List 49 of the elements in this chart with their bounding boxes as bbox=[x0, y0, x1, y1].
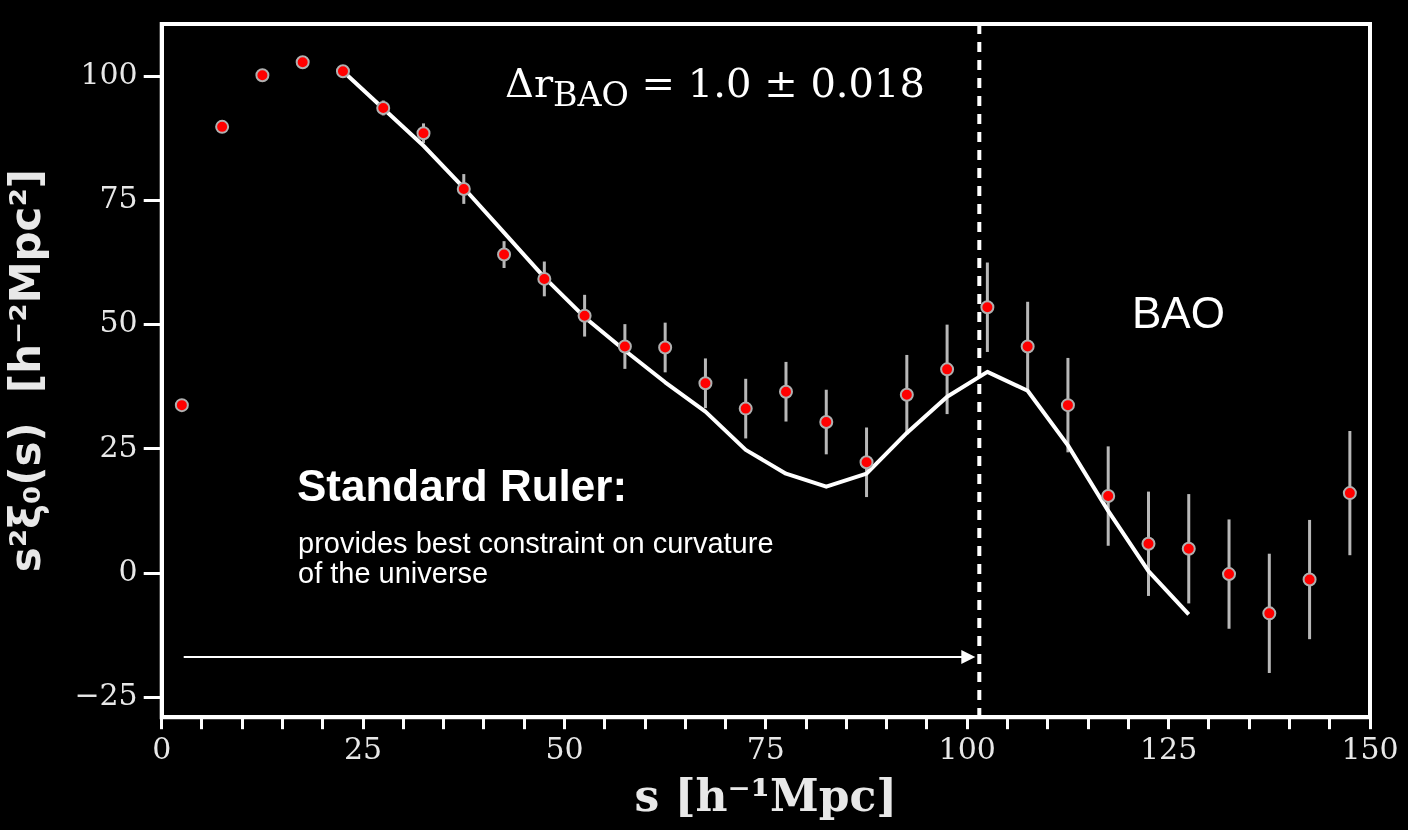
point bbox=[1181, 541, 1196, 556]
point bbox=[698, 376, 713, 391]
point bbox=[658, 340, 673, 355]
point bbox=[778, 384, 793, 399]
point bbox=[1101, 489, 1116, 504]
y-tick-label: −25 bbox=[74, 677, 138, 713]
point bbox=[1060, 398, 1075, 413]
point bbox=[577, 308, 592, 323]
annotation: provides best constraint on curvature of the universe bbox=[298, 527, 774, 590]
annotation: Standard Ruler: bbox=[297, 461, 628, 510]
point bbox=[255, 68, 270, 83]
y-tick-label: 75 bbox=[99, 180, 138, 216]
point bbox=[295, 55, 310, 70]
annotation: Δr$_{BAO}$ = 1.0 ± 0.018 bbox=[505, 60, 925, 114]
x-tick-label: 125 bbox=[1139, 731, 1198, 766]
point bbox=[980, 300, 995, 315]
x-axis-title: s [h⁻¹Mpc] bbox=[634, 770, 898, 822]
point bbox=[416, 126, 431, 141]
x-tick-label: 0 bbox=[152, 731, 172, 766]
point bbox=[899, 387, 914, 402]
point bbox=[497, 247, 512, 262]
point bbox=[819, 415, 834, 430]
point bbox=[617, 339, 632, 354]
point bbox=[859, 455, 874, 470]
point bbox=[738, 401, 753, 416]
point bbox=[376, 100, 391, 115]
y-axis-title: s²ξ₀(s) [h⁻²Mpc²] bbox=[1, 168, 51, 573]
x-tick-label: 50 bbox=[545, 731, 584, 766]
point bbox=[940, 362, 955, 377]
x-tick-label: 25 bbox=[344, 731, 383, 766]
point bbox=[1302, 572, 1317, 587]
point bbox=[456, 181, 471, 196]
x-tick-label: 75 bbox=[746, 731, 785, 766]
x-tick-label: 100 bbox=[938, 731, 996, 766]
point bbox=[1222, 567, 1237, 582]
point bbox=[174, 398, 189, 413]
y-tick-label: 50 bbox=[99, 304, 138, 340]
x-tick-label: 150 bbox=[1341, 731, 1399, 766]
point bbox=[1020, 339, 1035, 354]
annotation: BAO bbox=[1132, 288, 1225, 337]
y-tick-label: 0 bbox=[118, 552, 138, 588]
point bbox=[215, 119, 230, 134]
point bbox=[1342, 486, 1357, 501]
y-tick-label: 100 bbox=[80, 55, 138, 91]
point bbox=[537, 271, 552, 286]
point bbox=[1262, 606, 1277, 621]
point bbox=[1141, 536, 1156, 551]
point bbox=[335, 64, 350, 79]
y-tick-label: 25 bbox=[99, 428, 138, 464]
